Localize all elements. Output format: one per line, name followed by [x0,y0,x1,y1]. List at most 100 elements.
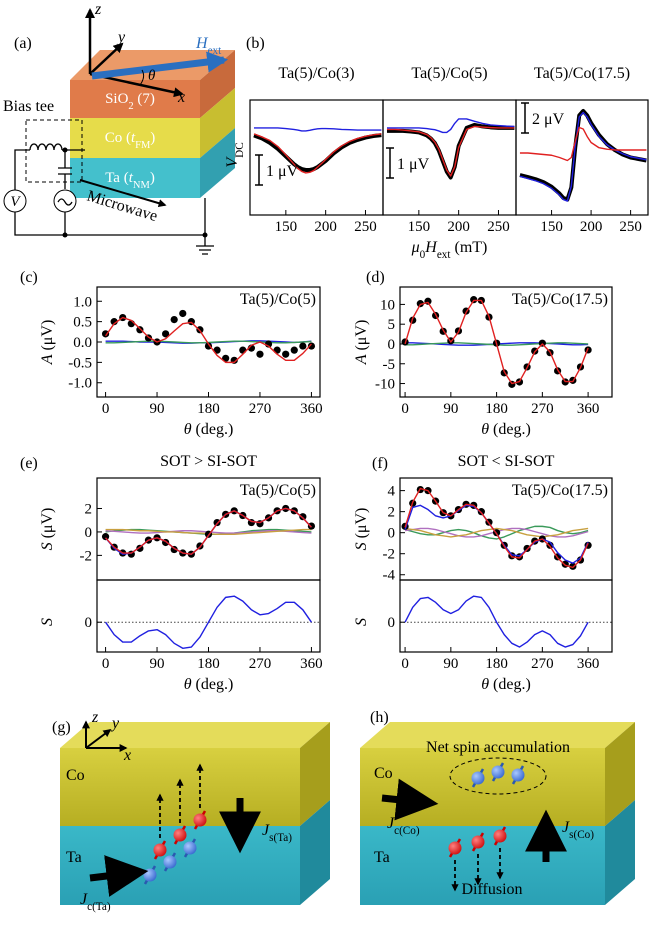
spin [471,835,485,849]
curve [105,316,312,364]
text-segment: S [353,618,370,626]
chart: 10 5 0 -5 -10 0 90 180 270 360 Ta(5)/Co(17.5) θ (de… [353,286,613,438]
text-segment: θ [184,421,192,438]
text-segment: J [80,891,88,908]
bias-tee-box [25,119,83,183]
layer-label: SiO2 (7) [105,91,155,112]
text-segment: Co ( [105,130,131,146]
text-segment: S [353,542,370,550]
inductor [29,143,63,151]
series-group [105,595,312,649]
text-segment: SiO [105,91,129,107]
text-segment: H [424,239,438,256]
text-segment: (deg.) [192,421,234,438]
curve [253,127,382,132]
charge-current-label: Jc(Co) [387,815,420,837]
x-tick-label: 180 [197,401,220,417]
y-tick-label: 5 [388,317,396,333]
accumulation-ellipse [449,757,547,795]
layer-label: Ta (tNM) [105,170,155,191]
data-point [101,533,110,541]
plot-frame [96,286,321,398]
spin-current-label: Js(Co) [562,819,594,841]
data-point [101,330,110,338]
y-axis-label: S (μV) [39,508,56,551]
series-group [101,504,316,558]
y-tick-label: 0.0 [73,335,92,351]
data-point [170,315,178,324]
panel-label: (d) [366,269,385,286]
block-side [605,800,635,905]
ground [196,245,214,255]
axis-label: y [110,715,120,732]
x-tick-label: 360 [300,401,323,417]
text-segment: S [39,542,56,550]
text-segment: (deg.) [489,676,531,693]
x-tick-label: 180 [485,656,508,672]
x-tick-label: 180 [485,401,508,417]
text-segment: V [224,156,241,168]
series-group [519,108,647,202]
y-tick-label: -5 [383,357,396,373]
curve [105,507,312,555]
spin [193,813,207,827]
axis-label: x [177,89,185,106]
panel-label: (c) [20,269,38,286]
chart-title: SOT > SI-SOT [160,453,257,470]
text-segment: s(Co) [569,829,594,841]
data-point [136,326,144,334]
spin [173,828,187,842]
y-axis-label: A (μV) [353,320,370,366]
spin [143,868,157,882]
block-side [300,722,330,826]
x-tick-label: 0 [401,401,409,417]
x-axis-label: θ (deg.) [184,676,234,693]
text-segment: c(Ta) [87,901,111,913]
text-segment: J [262,822,270,839]
block-top [60,722,330,748]
plot-frame [399,579,613,653]
y-axis-label: VDC [224,142,246,167]
x-tick-label: 0 [102,656,110,672]
annotation: Ta(5)/Co(5) [240,482,316,499]
wire [14,149,206,246]
text-segment: (mT) [450,239,487,256]
annotation: Ta(5)/Co(5) [240,291,316,308]
x-tick-label: 150 [540,219,563,235]
text-segment: μ [411,239,420,256]
chart-title: Ta(5)/Co(17.5) [534,65,630,82]
y-tick-label: 4 [388,484,396,500]
text-segment: DC [234,142,246,158]
layer-label: Co [374,765,393,782]
plot-frame [249,99,384,216]
layer-co [70,118,200,158]
charge-current-label: Jc(Ta) [80,891,111,913]
text-segment: θ [481,676,489,693]
data-point [477,508,485,516]
data-point [470,296,478,304]
panel-label: (a) [14,35,32,52]
junction [62,232,68,238]
curve [253,133,382,174]
x-tick-label: 360 [577,401,600,417]
curve [105,595,312,649]
scale-bar-label: 1 μV [397,156,430,173]
axis-arrow [89,42,124,75]
curve [404,487,589,569]
x-tick-label: 360 [577,656,600,672]
voltmeter [3,189,27,213]
junction [202,232,208,238]
text-segment: (deg.) [192,676,234,693]
data-point [162,330,170,338]
spin [183,841,197,855]
x-tick-label: 90 [150,401,165,417]
text-segment: c(Co) [394,825,420,837]
diffusion-label: Diffusion [461,881,522,898]
data-point [299,342,307,350]
x-tick-label: 270 [249,656,272,672]
text-segment: 2 [128,101,133,112]
data-point [110,318,118,326]
angle-arc [139,69,145,86]
curve [519,126,647,162]
